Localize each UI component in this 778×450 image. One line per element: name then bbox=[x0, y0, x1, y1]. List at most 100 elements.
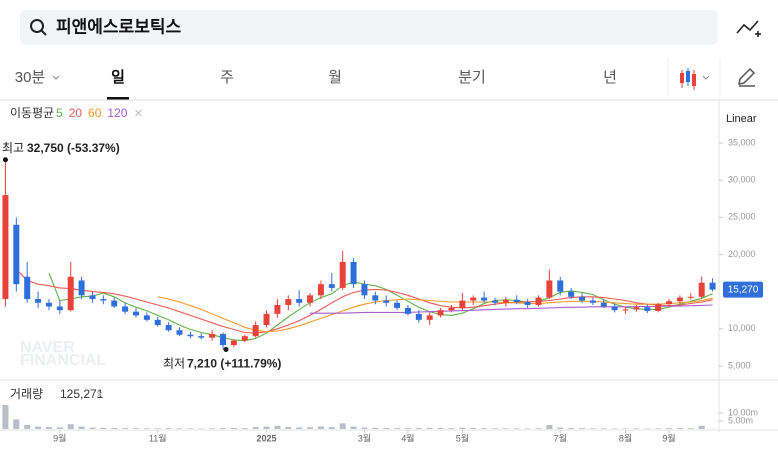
candle-body bbox=[437, 310, 444, 316]
volume-bar bbox=[361, 427, 368, 429]
volume-bar bbox=[372, 427, 379, 429]
candle-body bbox=[13, 224, 20, 285]
volume-bar bbox=[89, 427, 96, 429]
volume-bar bbox=[209, 428, 216, 429]
volume-bar bbox=[56, 427, 63, 429]
volume-bar bbox=[176, 428, 183, 429]
tab[interactable]: 30분 bbox=[15, 69, 46, 86]
candle-body bbox=[709, 282, 716, 290]
candle-body bbox=[481, 297, 488, 301]
volume-bar bbox=[600, 428, 607, 429]
candle-body bbox=[339, 261, 346, 288]
candle-body bbox=[404, 307, 411, 314]
ma-line bbox=[157, 296, 713, 333]
volume-bar bbox=[437, 428, 444, 429]
candle-body bbox=[2, 195, 9, 300]
low-label-prefix: 최저 bbox=[163, 357, 185, 371]
candle-body bbox=[154, 319, 161, 326]
candle-body bbox=[165, 325, 172, 331]
candle-body bbox=[666, 301, 673, 305]
candle-body bbox=[687, 296, 694, 298]
y-tick-label: 30,000 bbox=[728, 175, 756, 185]
candle-body bbox=[579, 296, 586, 301]
draw-icon[interactable] bbox=[738, 67, 756, 87]
scale-label[interactable]: Linear bbox=[726, 113, 757, 125]
volume-bar bbox=[143, 428, 150, 429]
candle-body bbox=[361, 284, 368, 296]
candle-body bbox=[568, 291, 575, 297]
volume-close-icon[interactable] bbox=[96, 391, 103, 398]
candle-body bbox=[372, 295, 379, 301]
volume-bar bbox=[252, 427, 259, 429]
tab[interactable]: 일 bbox=[111, 69, 125, 86]
candle-body bbox=[448, 307, 455, 311]
ma-close-icon[interactable] bbox=[135, 109, 142, 117]
y-tick-label: 25,000 bbox=[728, 212, 756, 222]
x-tick-label: 11월 bbox=[149, 432, 167, 443]
candle-body bbox=[89, 295, 96, 300]
tab[interactable]: 월 bbox=[328, 69, 342, 86]
volume-tick-label: 5.00m bbox=[728, 415, 753, 425]
tab[interactable]: 분기 bbox=[458, 69, 486, 86]
search-query: 피앤에스로보틱스 bbox=[56, 17, 181, 36]
ma-legend: 5 bbox=[56, 106, 63, 120]
candle-body bbox=[589, 300, 596, 303]
search-icon bbox=[30, 19, 44, 33]
last-price-tag bbox=[723, 281, 763, 298]
candle-body bbox=[394, 302, 401, 308]
volume-bar bbox=[24, 425, 31, 429]
candle-body bbox=[644, 307, 651, 311]
x-tick-label: 9월 bbox=[662, 432, 675, 443]
candle-body bbox=[111, 300, 118, 307]
candle-body bbox=[535, 297, 542, 305]
candle-body bbox=[307, 295, 314, 303]
volume-value-label: 125,271 bbox=[60, 387, 104, 401]
volume-bar bbox=[350, 426, 357, 429]
last-price-label: 15,270 bbox=[728, 284, 759, 295]
low-label: 7,210 (+111.79%) bbox=[187, 357, 281, 371]
chart-type-icon[interactable] bbox=[680, 68, 710, 90]
watermark: FINANCIAL bbox=[20, 352, 106, 369]
candle-body bbox=[78, 280, 85, 296]
ma-title: 이동평균 bbox=[10, 106, 54, 120]
candle-body bbox=[100, 299, 107, 301]
candle-body bbox=[198, 336, 205, 338]
volume-bar bbox=[568, 428, 575, 429]
volume-bar bbox=[546, 425, 553, 429]
candle-body bbox=[655, 304, 662, 311]
x-tick-label: 4월 bbox=[401, 432, 414, 443]
tab-chevron bbox=[52, 75, 60, 80]
volume-bar bbox=[502, 428, 509, 429]
tab[interactable]: 년 bbox=[603, 69, 617, 86]
volume-bar bbox=[698, 425, 705, 429]
candle-body bbox=[600, 302, 607, 307]
volume-bar bbox=[285, 427, 292, 429]
candle-body bbox=[220, 333, 227, 346]
candle-body bbox=[132, 311, 139, 316]
candle-body bbox=[35, 299, 42, 303]
volume-bar bbox=[633, 428, 640, 429]
ma-line bbox=[310, 304, 713, 314]
search-icon-handle bbox=[40, 29, 47, 36]
ma-line bbox=[48, 272, 713, 342]
candle-body bbox=[524, 302, 531, 305]
candle-body bbox=[470, 297, 477, 301]
volume-bar bbox=[589, 428, 596, 429]
candle-body bbox=[24, 276, 31, 300]
volume-bar bbox=[448, 428, 455, 429]
volume-bar bbox=[187, 428, 194, 429]
candle-body bbox=[241, 336, 248, 341]
candle-body bbox=[426, 315, 433, 320]
tab[interactable]: 주 bbox=[220, 69, 234, 86]
candle-body bbox=[187, 334, 194, 337]
candle-body bbox=[176, 330, 183, 335]
y-tick-label: 20,000 bbox=[728, 249, 756, 259]
x-tick-label: 8월 bbox=[619, 432, 632, 443]
volume-bar bbox=[579, 428, 586, 429]
volume-bar bbox=[513, 428, 520, 429]
candle-body bbox=[502, 299, 509, 303]
compare-icon[interactable] bbox=[736, 20, 761, 37]
x-tick-label: 5월 bbox=[456, 432, 469, 443]
search-bar[interactable] bbox=[20, 10, 718, 45]
